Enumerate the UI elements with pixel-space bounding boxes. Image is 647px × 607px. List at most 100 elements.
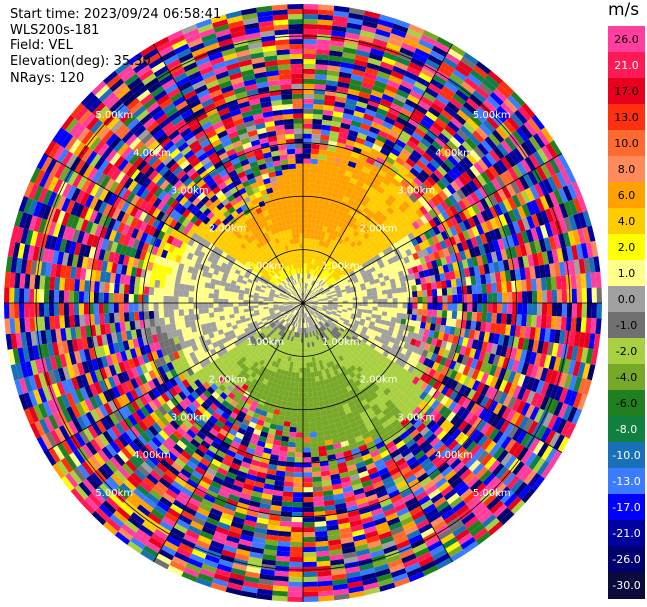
velocity-bin (294, 382, 299, 388)
velocity-bin (321, 295, 328, 298)
velocity-bin (328, 55, 342, 62)
velocity-bin (325, 259, 331, 266)
velocity-bin (454, 431, 466, 444)
velocity-bin (310, 148, 320, 155)
velocity-bin (426, 261, 433, 270)
velocity-bin (396, 169, 407, 180)
velocity-bin (457, 395, 467, 407)
velocity-bin (312, 254, 316, 260)
velocity-bin (480, 210, 490, 222)
velocity-bin (339, 273, 345, 279)
velocity-bin (395, 116, 408, 127)
velocity-bin (308, 402, 314, 408)
velocity-bin (321, 230, 327, 237)
velocity-bin (330, 251, 336, 258)
velocity-bin (463, 267, 471, 278)
velocity-bin (327, 243, 333, 250)
velocity-bin (303, 38, 317, 45)
velocity-bin (343, 175, 352, 183)
velocity-bin (479, 395, 490, 408)
velocity-bin (578, 258, 586, 274)
velocity-bin (386, 111, 399, 121)
velocity-bin (449, 270, 456, 280)
velocity-bin (416, 284, 422, 292)
velocity-bin (539, 367, 549, 382)
velocity-bin (331, 321, 337, 327)
velocity-bin (305, 288, 308, 294)
velocity-bin (346, 244, 354, 252)
velocity-bin (312, 396, 319, 403)
velocity-bin (303, 551, 317, 558)
velocity-bin (317, 322, 322, 328)
velocity-bin (471, 369, 480, 381)
velocity-bin (468, 348, 477, 359)
velocity-bin (531, 303, 538, 316)
velocity-bin (315, 311, 320, 315)
velocity-bin (352, 250, 359, 257)
velocity-bin (373, 160, 383, 170)
velocity-bin (351, 223, 359, 231)
velocity-bin (466, 475, 480, 489)
velocity-bin (405, 157, 416, 168)
velocity-bin (308, 183, 316, 190)
velocity-bin (409, 180, 420, 191)
velocity-bin (344, 242, 351, 249)
velocity-bin (347, 88, 360, 97)
velocity-bin (478, 244, 486, 256)
velocity-bin (355, 246, 363, 253)
velocity-bin (380, 333, 387, 340)
velocity-bin (442, 247, 450, 257)
velocity-bin (516, 386, 527, 401)
velocity-bin (474, 189, 485, 201)
velocity-bin (416, 250, 424, 259)
velocity-bin (312, 118, 323, 125)
velocity-bin (330, 125, 341, 133)
velocity-bin (491, 282, 498, 294)
velocity-bin (558, 357, 567, 373)
velocity-bin (406, 390, 416, 400)
velocity-bin (522, 255, 530, 268)
velocity-bin (538, 238, 547, 253)
velocity-bin (473, 431, 485, 445)
velocity-bin (322, 205, 329, 212)
velocity-bin (481, 283, 488, 294)
velocity-bin (311, 133, 321, 140)
velocity-bin (337, 304, 343, 308)
velocity-bin (446, 310, 453, 319)
velocity-bin (351, 343, 358, 350)
velocity-bin (485, 322, 492, 333)
velocity-bin (331, 293, 338, 297)
velocity-bin (317, 316, 322, 321)
velocity-bin (456, 109, 470, 122)
velocity-bin (383, 357, 391, 365)
velocity-bin (292, 502, 303, 508)
velocity-bin (315, 540, 329, 547)
velocity-bin (322, 114, 333, 121)
velocity-bin (384, 379, 392, 388)
velocity-bin (367, 336, 375, 343)
velocity-bin (317, 209, 323, 216)
velocity-bin (415, 208, 424, 219)
velocity-bin (313, 93, 325, 100)
velocity-bin (317, 164, 325, 171)
velocity-bin (413, 80, 428, 92)
velocity-bin (420, 137, 432, 149)
velocity-bin (361, 252, 368, 260)
velocity-bin (362, 76, 376, 85)
velocity-bin (482, 410, 493, 423)
velocity-bin (323, 104, 335, 112)
velocity-bin (355, 261, 362, 268)
velocity-bin (470, 358, 479, 370)
velocity-bin (378, 102, 391, 112)
velocity-bin (313, 506, 325, 513)
velocity-bin (521, 102, 536, 118)
velocity-bin (316, 323, 321, 329)
velocity-bin (428, 368, 437, 378)
velocity-bin (307, 301, 313, 303)
velocity-bin (497, 355, 506, 368)
velocity-bin (489, 91, 504, 106)
velocity-bin (416, 264, 424, 273)
velocity-bin (291, 371, 296, 378)
velocity-bin (314, 84, 326, 90)
velocity-bin (318, 279, 324, 285)
